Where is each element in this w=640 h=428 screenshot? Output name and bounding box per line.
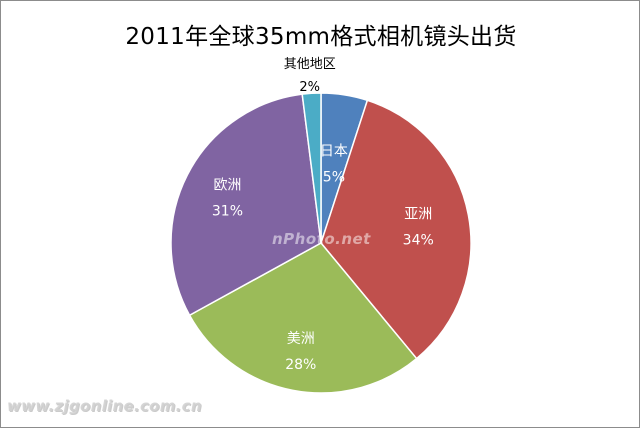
watermark-center: nPhoto.net: [272, 230, 371, 248]
pie-slice-1: [320, 99, 472, 360]
slice-value-label-0: 5%: [323, 170, 345, 186]
slice-name-label-2: 美洲: [287, 331, 315, 347]
chart-title: 2011年全球35mm格式相机镜头出货: [125, 24, 517, 50]
slice-value-label-1: 34%: [403, 232, 434, 248]
pie-slice-4: [301, 92, 322, 244]
slice-name-label-1: 亚洲: [404, 206, 432, 222]
slice-value-label-2: 28%: [285, 357, 316, 373]
slice-name-label-3: 欧洲: [213, 177, 241, 193]
slice-value-label-4: 2%: [299, 80, 320, 95]
slice-name-label-0: 日本: [320, 144, 348, 160]
watermark-corner: www.zjgonline.com.cn: [7, 397, 202, 415]
slice-value-label-3: 31%: [212, 203, 243, 219]
slice-name-label-4: 其他地区: [284, 57, 336, 72]
pie-slice-3: [170, 93, 322, 317]
pie-slice-2: [188, 242, 418, 394]
